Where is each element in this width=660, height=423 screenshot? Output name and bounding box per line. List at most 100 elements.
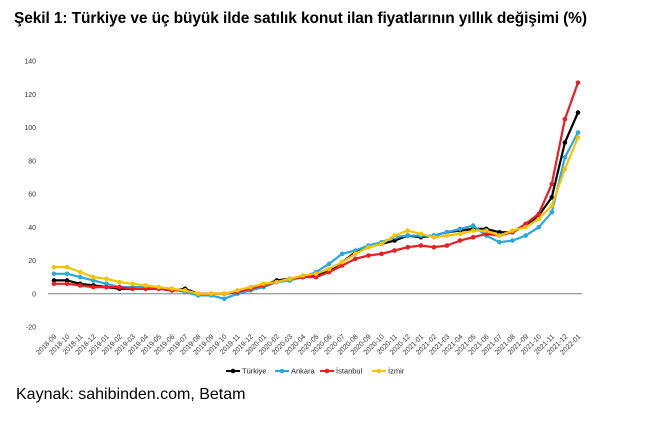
legend-label: Türkiye xyxy=(242,367,267,376)
data-point xyxy=(444,229,450,235)
series-türkiye xyxy=(51,110,581,297)
data-point xyxy=(549,181,555,187)
data-point xyxy=(195,291,201,297)
data-point xyxy=(392,238,397,243)
data-point xyxy=(143,286,148,292)
data-point xyxy=(274,279,280,285)
series-line xyxy=(54,112,580,295)
data-point xyxy=(91,278,96,283)
data-point xyxy=(261,281,266,287)
data-point xyxy=(104,284,109,290)
data-point xyxy=(64,264,70,270)
data-point xyxy=(104,281,109,287)
data-point xyxy=(562,116,568,122)
data-point xyxy=(130,281,135,287)
data-point xyxy=(562,155,568,160)
data-point xyxy=(418,231,424,237)
data-point xyxy=(353,248,358,253)
data-point xyxy=(457,231,463,237)
y-tick-label: -20 xyxy=(26,325,36,332)
line-chart: -20 0 20 40 60 80 100 120 140 2018-092018-102018… xyxy=(24,59,582,376)
y-tick-label: 20 xyxy=(28,258,36,265)
data-point xyxy=(51,278,57,283)
series-i̇stanbul xyxy=(51,80,581,297)
data-point xyxy=(379,251,384,257)
data-point xyxy=(339,251,345,257)
data-point xyxy=(77,283,83,288)
data-point xyxy=(104,276,109,282)
data-point xyxy=(143,283,148,288)
data-point xyxy=(169,286,175,292)
data-point xyxy=(575,80,581,85)
data-point xyxy=(484,228,489,233)
data-point xyxy=(470,223,476,228)
data-point xyxy=(353,251,358,257)
data-point xyxy=(392,233,397,238)
data-point xyxy=(470,228,476,233)
y-tick-label: 100 xyxy=(24,125,36,132)
data-point xyxy=(77,274,83,280)
data-point xyxy=(405,233,411,238)
legend-item: İstanbul xyxy=(320,367,363,376)
data-point xyxy=(208,291,214,297)
data-point xyxy=(444,233,450,238)
y-tick-label: 40 xyxy=(28,225,36,232)
series-i̇zmir xyxy=(51,135,581,297)
data-point xyxy=(51,271,57,277)
legend-marker xyxy=(376,368,382,374)
data-point xyxy=(64,271,70,277)
legend-item: Ankara xyxy=(275,367,316,376)
data-point xyxy=(523,233,528,238)
data-point xyxy=(326,266,332,272)
data-point xyxy=(51,281,57,287)
data-point xyxy=(117,279,122,285)
data-point xyxy=(431,234,437,240)
data-point xyxy=(510,238,515,243)
data-point xyxy=(339,259,345,265)
data-point xyxy=(444,243,450,248)
data-point xyxy=(457,226,463,232)
data-point xyxy=(222,291,227,297)
data-point xyxy=(497,229,502,235)
data-point xyxy=(536,224,541,230)
data-point xyxy=(379,241,384,247)
data-point xyxy=(497,239,502,245)
data-point xyxy=(182,288,188,293)
series-lines xyxy=(51,80,581,302)
data-point xyxy=(366,253,371,258)
data-point xyxy=(287,276,293,282)
data-point xyxy=(431,244,437,250)
data-point xyxy=(523,221,528,227)
data-point xyxy=(130,286,135,292)
data-point xyxy=(523,224,528,230)
data-point xyxy=(326,261,332,267)
y-tick-label: 60 xyxy=(28,192,36,199)
legend-marker xyxy=(324,368,330,374)
y-tick-label: 120 xyxy=(24,92,36,99)
legend-label: Ankara xyxy=(291,367,316,376)
legend-item: İzmir xyxy=(372,367,405,376)
data-point xyxy=(549,209,555,215)
data-point xyxy=(91,284,96,290)
data-point xyxy=(117,284,122,290)
legend-marker xyxy=(230,368,236,374)
data-point xyxy=(156,284,162,290)
legend: Türkiye Ankara İstanbul İzmir xyxy=(226,367,405,376)
data-point xyxy=(51,264,57,270)
y-tick-label: 0 xyxy=(32,291,36,298)
data-point xyxy=(77,269,83,275)
data-point xyxy=(353,256,358,262)
data-point xyxy=(64,278,70,283)
data-point xyxy=(549,203,555,208)
data-point xyxy=(510,228,515,233)
y-axis: -20 0 20 40 60 80 100 120 140 xyxy=(24,59,36,332)
data-point xyxy=(405,244,411,250)
legend-marker xyxy=(279,368,285,374)
data-point xyxy=(484,231,489,237)
data-point xyxy=(300,273,306,278)
chart-title: Şekil 1: Türkiye ve üç büyük ilde satılı… xyxy=(14,10,587,27)
data-point xyxy=(235,288,240,293)
series-line xyxy=(54,82,580,295)
data-point xyxy=(64,281,70,287)
data-point xyxy=(549,195,555,200)
